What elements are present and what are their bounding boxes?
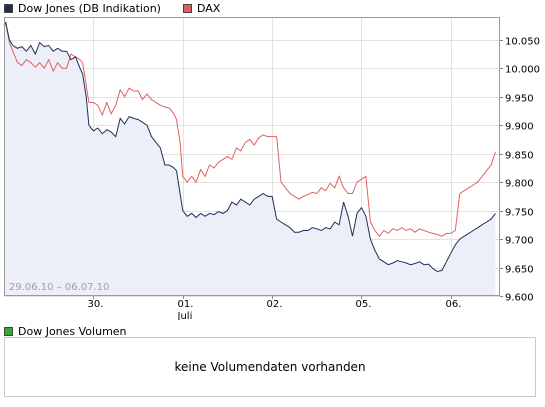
legend-entry-dow: Dow Jones (DB Indikation): [4, 2, 161, 15]
dax-swatch: [182, 3, 192, 13]
volume-empty-message: keine Volumendaten vorhanden: [174, 360, 366, 374]
x-tick-label: 01.: [178, 299, 194, 310]
y-tick-label: 9.950: [505, 94, 534, 105]
volume-legend-label: Dow Jones Volumen: [18, 324, 127, 338]
plot-frame: [4, 17, 500, 296]
y-tick-label: 9.800: [505, 179, 534, 190]
legend-entry-dax: DAX: [182, 1, 221, 15]
x-tick-label: 30.: [88, 299, 104, 310]
y-tick-label: 10.000: [505, 65, 540, 76]
x-tick-label: 06.: [446, 299, 462, 310]
dow-swatch: [4, 3, 13, 13]
volume-legend: Dow Jones Volumen: [4, 324, 127, 338]
y-tick-label: 10.050: [505, 37, 540, 48]
x-tick-label: 02.: [267, 299, 283, 310]
dow-series-line: [3, 21, 496, 273]
x-tick-sublabel: Juli: [177, 311, 193, 320]
price-chart: 9.600 9.650 9.700 9.750 9.800 9.850 9.900 9.950…: [3, 17, 540, 320]
chart-legend: Dow Jones (DB Indikation) DAX: [4, 1, 242, 15]
legend-label-dow: Dow Jones (DB Indikation): [18, 1, 161, 15]
y-tick-label: 9.750: [505, 208, 534, 219]
volume-swatch: [4, 326, 13, 336]
date-range-label: 29.06.10 – 06.07.10: [9, 282, 109, 293]
dax-series-line: [3, 21, 496, 238]
y-tick-label: 9.850: [505, 151, 534, 162]
y-tick-label: 9.900: [505, 122, 534, 133]
volume-panel: keine Volumendaten vorhanden: [4, 337, 536, 397]
x-tick-label: 05.: [356, 299, 372, 310]
y-tick-label: 9.600: [505, 293, 534, 304]
y-tick-label: 9.700: [505, 236, 534, 247]
y-tick-label: 9.650: [505, 265, 534, 276]
dow-area-fill: [4, 22, 496, 296]
legend-label-dax: DAX: [196, 1, 221, 15]
